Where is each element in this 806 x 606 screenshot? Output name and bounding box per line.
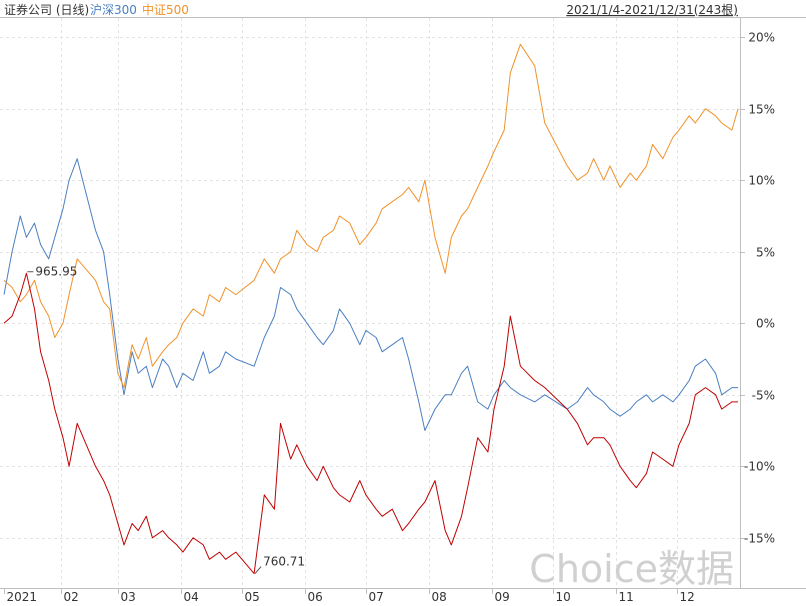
x-tick-label: 02 xyxy=(64,590,79,604)
date-range-label: 2021/1/4-2021/12/31(243根) xyxy=(566,3,738,17)
y-tick-label: -5% xyxy=(752,389,775,403)
y-tick-label: 5% xyxy=(756,246,775,260)
x-tick-label: 09 xyxy=(495,590,510,604)
x-tick-label: 03 xyxy=(121,590,136,604)
y-tick-label: 10% xyxy=(748,174,775,188)
x-tick-label: 04 xyxy=(184,590,199,604)
annotation-pointer xyxy=(254,566,262,574)
series-lines xyxy=(3,43,739,575)
series-line-0 xyxy=(3,272,738,575)
y-tick-label: 0% xyxy=(756,317,775,331)
y-tick-label: -10% xyxy=(744,460,775,474)
legend-zz500: 中证500 xyxy=(142,2,189,17)
legend-hs300: 沪深300 xyxy=(90,3,137,17)
annotations: 965.95 760.71 xyxy=(27,265,305,574)
y-axis-ticks: 20% 15% 10% 5% 0% -5% -10% -15% xyxy=(740,31,775,546)
y-tick-label: -15% xyxy=(744,532,775,546)
annotation-label: 965.95 xyxy=(35,265,77,279)
x-tick-label: 2021 xyxy=(7,590,38,604)
annotation-label: 760.71 xyxy=(263,555,305,569)
chart-title: 证券公司 (日线) xyxy=(4,2,89,17)
series-line-2 xyxy=(3,43,739,389)
watermark: Choice数据 xyxy=(529,547,734,591)
x-tick-label: 05 xyxy=(245,590,260,604)
grid-lines xyxy=(0,18,740,588)
y-tick-label: 15% xyxy=(748,103,775,117)
x-tick-label: 12 xyxy=(680,590,695,604)
series-line-1 xyxy=(3,158,738,431)
x-tick-label: 07 xyxy=(369,590,384,604)
x-axis-ticks: 2021 02 03 04 05 06 07 08 09 10 11 12 xyxy=(4,588,695,604)
y-tick-label: 20% xyxy=(748,31,775,45)
x-tick-label: 10 xyxy=(556,590,571,604)
x-tick-label: 08 xyxy=(432,590,447,604)
x-tick-label: 06 xyxy=(308,590,323,604)
x-tick-label: 11 xyxy=(619,590,634,604)
